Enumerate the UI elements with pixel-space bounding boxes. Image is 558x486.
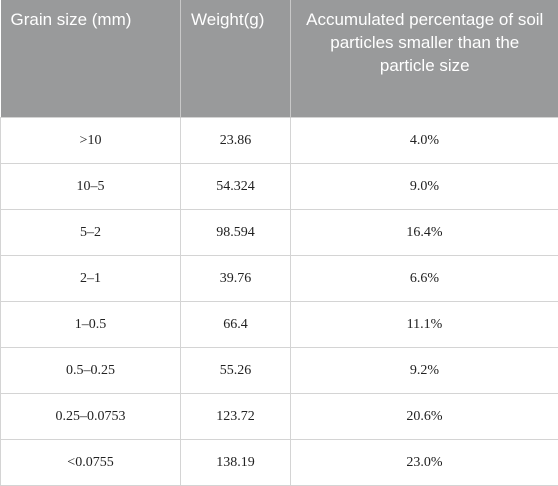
table-cell: 23.0% <box>290 439 558 486</box>
table-cell: 9.0% <box>290 163 558 210</box>
table-cell: 1–0.5 <box>0 301 181 348</box>
table-cell: 11.1% <box>290 301 558 348</box>
table-row: <0.0755 138.19 23.0% <box>0 439 558 486</box>
table-cell: >10 <box>0 117 181 164</box>
table-cell: 123.72 <box>180 393 291 440</box>
table-row: 5–2 98.594 16.4% <box>0 209 558 256</box>
table-cell: 20.6% <box>290 393 558 440</box>
table-row: 1–0.5 66.4 11.1% <box>0 301 558 348</box>
table-cell: 5–2 <box>0 209 181 256</box>
table-cell: 0.5–0.25 <box>0 347 181 394</box>
header-row: Grain size (mm) Weight(g) Accumulated pe… <box>0 0 558 118</box>
table-row: 0.5–0.25 55.26 9.2% <box>0 347 558 394</box>
table-cell: 9.2% <box>290 347 558 394</box>
table-cell: 16.4% <box>290 209 558 256</box>
table-row: 2–1 39.76 6.6% <box>0 255 558 302</box>
table-header: Grain size (mm) Weight(g) Accumulated pe… <box>0 0 558 118</box>
header-cell: Weight(g) <box>180 0 291 118</box>
table-cell: 2–1 <box>0 255 181 302</box>
table-row: 0.25–0.0753 123.72 20.6% <box>0 393 558 440</box>
table-cell: 98.594 <box>180 209 291 256</box>
table-cell: 6.6% <box>290 255 558 302</box>
header-cell: Grain size (mm) <box>0 0 181 118</box>
header-cell: Accumulated percentage of soil particles… <box>290 0 558 118</box>
table-cell: 10–5 <box>0 163 181 210</box>
table-body: >10 23.86 4.0% 10–5 54.324 9.0% 5–2 98.594 16.4%… <box>0 117 558 486</box>
table-cell: 4.0% <box>290 117 558 164</box>
table-cell: <0.0755 <box>0 439 181 486</box>
table-cell: 66.4 <box>180 301 291 348</box>
table-cell: 54.324 <box>180 163 291 210</box>
table-row: >10 23.86 4.0% <box>0 117 558 164</box>
table-cell: 23.86 <box>180 117 291 164</box>
table-cell: 55.26 <box>180 347 291 394</box>
table-cell: 0.25–0.0753 <box>0 393 181 440</box>
table-cell: 39.76 <box>180 255 291 302</box>
table-cell: 138.19 <box>180 439 291 486</box>
table-row: 10–5 54.324 9.0% <box>0 163 558 210</box>
